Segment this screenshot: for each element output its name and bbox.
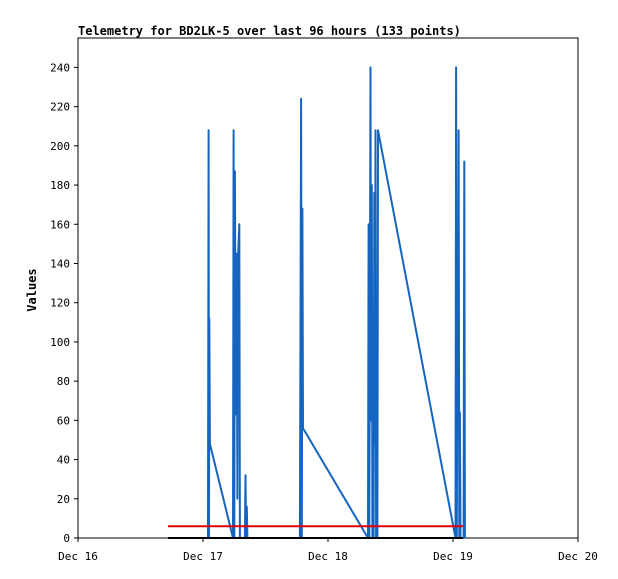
y-tick-label: 0 [63, 532, 70, 545]
y-tick-label: 20 [57, 493, 70, 506]
y-tick-label: 100 [50, 336, 70, 349]
y-tick-label: 80 [57, 375, 70, 388]
x-tick-label: Dec 16 [58, 550, 98, 563]
series-layer [168, 66, 466, 539]
y-tick-label: 120 [50, 297, 70, 310]
y-tick-label: 220 [50, 101, 70, 114]
x-tick-label: Dec 20 [558, 550, 598, 563]
y-tick-label: 180 [50, 179, 70, 192]
y-axis: 0 20 40 60 80 100 120 140 160 180 200 220 240 [50, 61, 78, 545]
y-tick-label: 60 [57, 414, 70, 427]
y-tick-label: 240 [50, 61, 70, 74]
y-tick-label: 140 [50, 257, 70, 270]
y-axis-label: Values [25, 268, 39, 311]
chart-title: Telemetry for BD2LK-5 over last 96 hours… [78, 24, 461, 38]
series-line-0 [207, 66, 466, 539]
y-tick-label: 200 [50, 140, 70, 153]
x-tick-label: Dec 17 [183, 550, 223, 563]
x-axis: Dec 16 Dec 17 Dec 18 Dec 19 Dec 20 [58, 538, 598, 563]
y-tick-label: 40 [57, 454, 70, 467]
x-tick-label: Dec 18 [308, 550, 348, 563]
y-tick-label: 160 [50, 218, 70, 231]
x-tick-label: Dec 19 [433, 550, 473, 563]
plot-frame [77, 37, 579, 539]
